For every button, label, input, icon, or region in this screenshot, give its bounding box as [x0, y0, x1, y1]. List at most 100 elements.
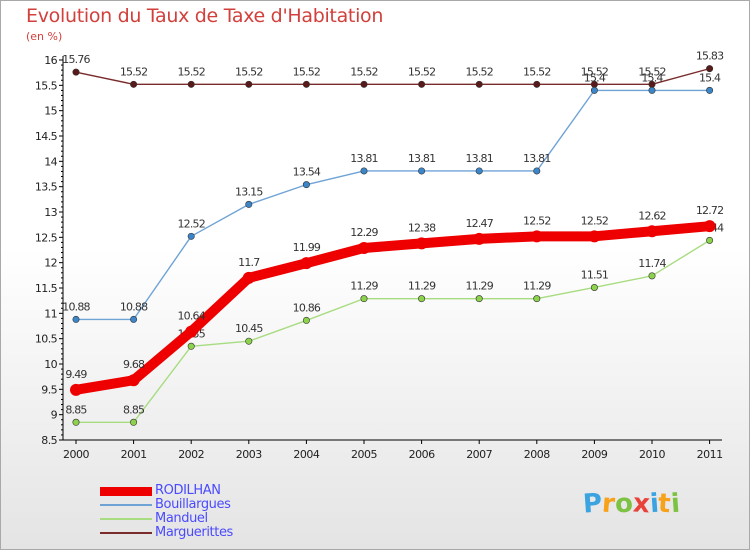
data-point-marguerittes [475, 80, 483, 88]
data-point-manduel [245, 337, 253, 345]
x-tick-label: 2002 [178, 448, 204, 461]
data-label-marguerittes: 15.52 [408, 65, 436, 78]
data-point-bouillargues [245, 200, 253, 208]
logo-letter: o [613, 488, 634, 520]
data-label-marguerittes: 15.52 [465, 65, 493, 78]
data-label-marguerittes: 15.52 [293, 65, 321, 78]
data-point-rodilhan [242, 271, 255, 284]
y-tick-label: 13 [44, 206, 57, 219]
data-point-marguerittes [706, 65, 714, 73]
data-label-rodilhan: 12.52 [581, 214, 609, 227]
y-tick-label: 16 [44, 54, 57, 67]
data-label-bouillargues: 15.4 [699, 71, 721, 84]
data-point-bouillargues [418, 167, 426, 175]
y-tick-label: 10.5 [35, 333, 58, 346]
legend-swatch [100, 518, 152, 520]
data-label-manduel: 8.85 [65, 403, 87, 416]
data-label-marguerittes: 15.52 [177, 65, 205, 78]
data-point-bouillargues [590, 86, 598, 94]
legend-swatch [100, 486, 152, 496]
data-label-rodilhan: 9.68 [123, 358, 145, 371]
proxiti-logo: Proxiti [582, 488, 681, 520]
data-point-marguerittes [360, 80, 368, 88]
y-tick-label: 9 [51, 409, 58, 422]
data-point-bouillargues [187, 232, 195, 240]
data-point-rodilhan [415, 237, 428, 250]
data-label-marguerittes: 15.52 [350, 65, 378, 78]
data-label-manduel: 11.29 [465, 280, 493, 293]
x-tick-label: 2001 [121, 448, 147, 461]
x-tick-label: 2006 [409, 448, 435, 461]
x-tick-label: 2003 [236, 448, 262, 461]
data-point-bouillargues [302, 181, 310, 189]
legend-item: Manduel [100, 512, 320, 526]
x-tick-label: 2011 [697, 448, 723, 461]
data-label-rodilhan: 12.72 [696, 204, 724, 217]
data-label-bouillargues: 13.81 [523, 152, 551, 165]
legend-swatch [100, 532, 152, 534]
data-point-marguerittes [533, 80, 541, 88]
data-label-manduel: 10.45 [235, 322, 263, 335]
chart-title: Evolution du Taux de Taxe d'Habitation [26, 5, 384, 27]
legend-label: Marguerittes [155, 525, 233, 540]
data-label-rodilhan: 12.52 [523, 214, 551, 227]
data-point-manduel [302, 316, 310, 324]
data-label-marguerittes: 15.52 [581, 65, 609, 78]
data-label-bouillargues: 10.88 [62, 300, 90, 313]
y-tick-label: 12 [44, 257, 57, 270]
data-point-manduel [533, 295, 541, 303]
data-point-bouillargues [706, 86, 714, 94]
data-point-rodilhan [530, 230, 543, 243]
data-point-bouillargues [130, 315, 138, 323]
y-tick-label: 14.5 [35, 130, 58, 143]
data-label-rodilhan: 9.49 [65, 368, 87, 381]
legend-swatch [100, 504, 152, 506]
y-tick-label: 14 [44, 155, 57, 168]
data-label-manduel: 11.29 [350, 280, 378, 293]
logo-letter: x [631, 488, 651, 520]
data-point-bouillargues [72, 315, 80, 323]
series-line-manduel [75, 239, 711, 423]
data-label-bouillargues: 15.4 [584, 71, 606, 84]
data-label-bouillargues: 13.81 [350, 152, 378, 165]
data-point-manduel [187, 342, 195, 350]
data-point-manduel [590, 283, 598, 291]
legend-label: RODILHAN [155, 483, 221, 498]
data-point-bouillargues [648, 86, 656, 94]
x-tick-label: 2009 [581, 448, 607, 461]
data-label-manduel: 11.29 [408, 280, 436, 293]
data-point-manduel [360, 295, 368, 303]
legend-item: Bouillargues [100, 498, 320, 512]
x-tick-label: 2000 [63, 448, 89, 461]
data-label-marguerittes: 15.52 [638, 65, 666, 78]
data-label-rodilhan: 11.99 [293, 241, 321, 254]
y-tick-label: 12.5 [35, 231, 58, 244]
chart-subtitle: (en %) [26, 30, 63, 43]
x-tick-label: 2005 [351, 448, 377, 461]
x-tick-label: 2008 [524, 448, 550, 461]
data-label-bouillargues: 10.88 [120, 300, 148, 313]
x-tick-label: 2007 [466, 448, 492, 461]
data-point-marguerittes [72, 68, 80, 76]
data-label-rodilhan: 10.64 [177, 310, 205, 323]
data-label-rodilhan: 12.38 [408, 221, 436, 234]
y-tick-label: 9.5 [41, 383, 57, 396]
legend-label: Manduel [155, 511, 208, 526]
data-point-rodilhan [588, 230, 601, 243]
data-point-rodilhan [127, 374, 140, 387]
data-label-manduel: 11.29 [523, 280, 551, 293]
data-point-manduel [418, 295, 426, 303]
data-point-marguerittes [418, 80, 426, 88]
data-point-rodilhan [70, 383, 82, 396]
data-label-marguerittes: 15.52 [523, 65, 551, 78]
data-point-rodilhan [300, 257, 313, 270]
legend-item: Marguerittes [100, 526, 320, 540]
series-line-marguerittes [75, 67, 711, 86]
data-point-bouillargues [360, 167, 368, 175]
logo-letter: i [669, 488, 681, 520]
y-tick-label: 15 [44, 105, 57, 118]
y-tick-label: 8.5 [41, 434, 57, 447]
y-tick-label: 11.5 [35, 282, 58, 295]
data-label-manduel: 11.51 [581, 268, 609, 281]
